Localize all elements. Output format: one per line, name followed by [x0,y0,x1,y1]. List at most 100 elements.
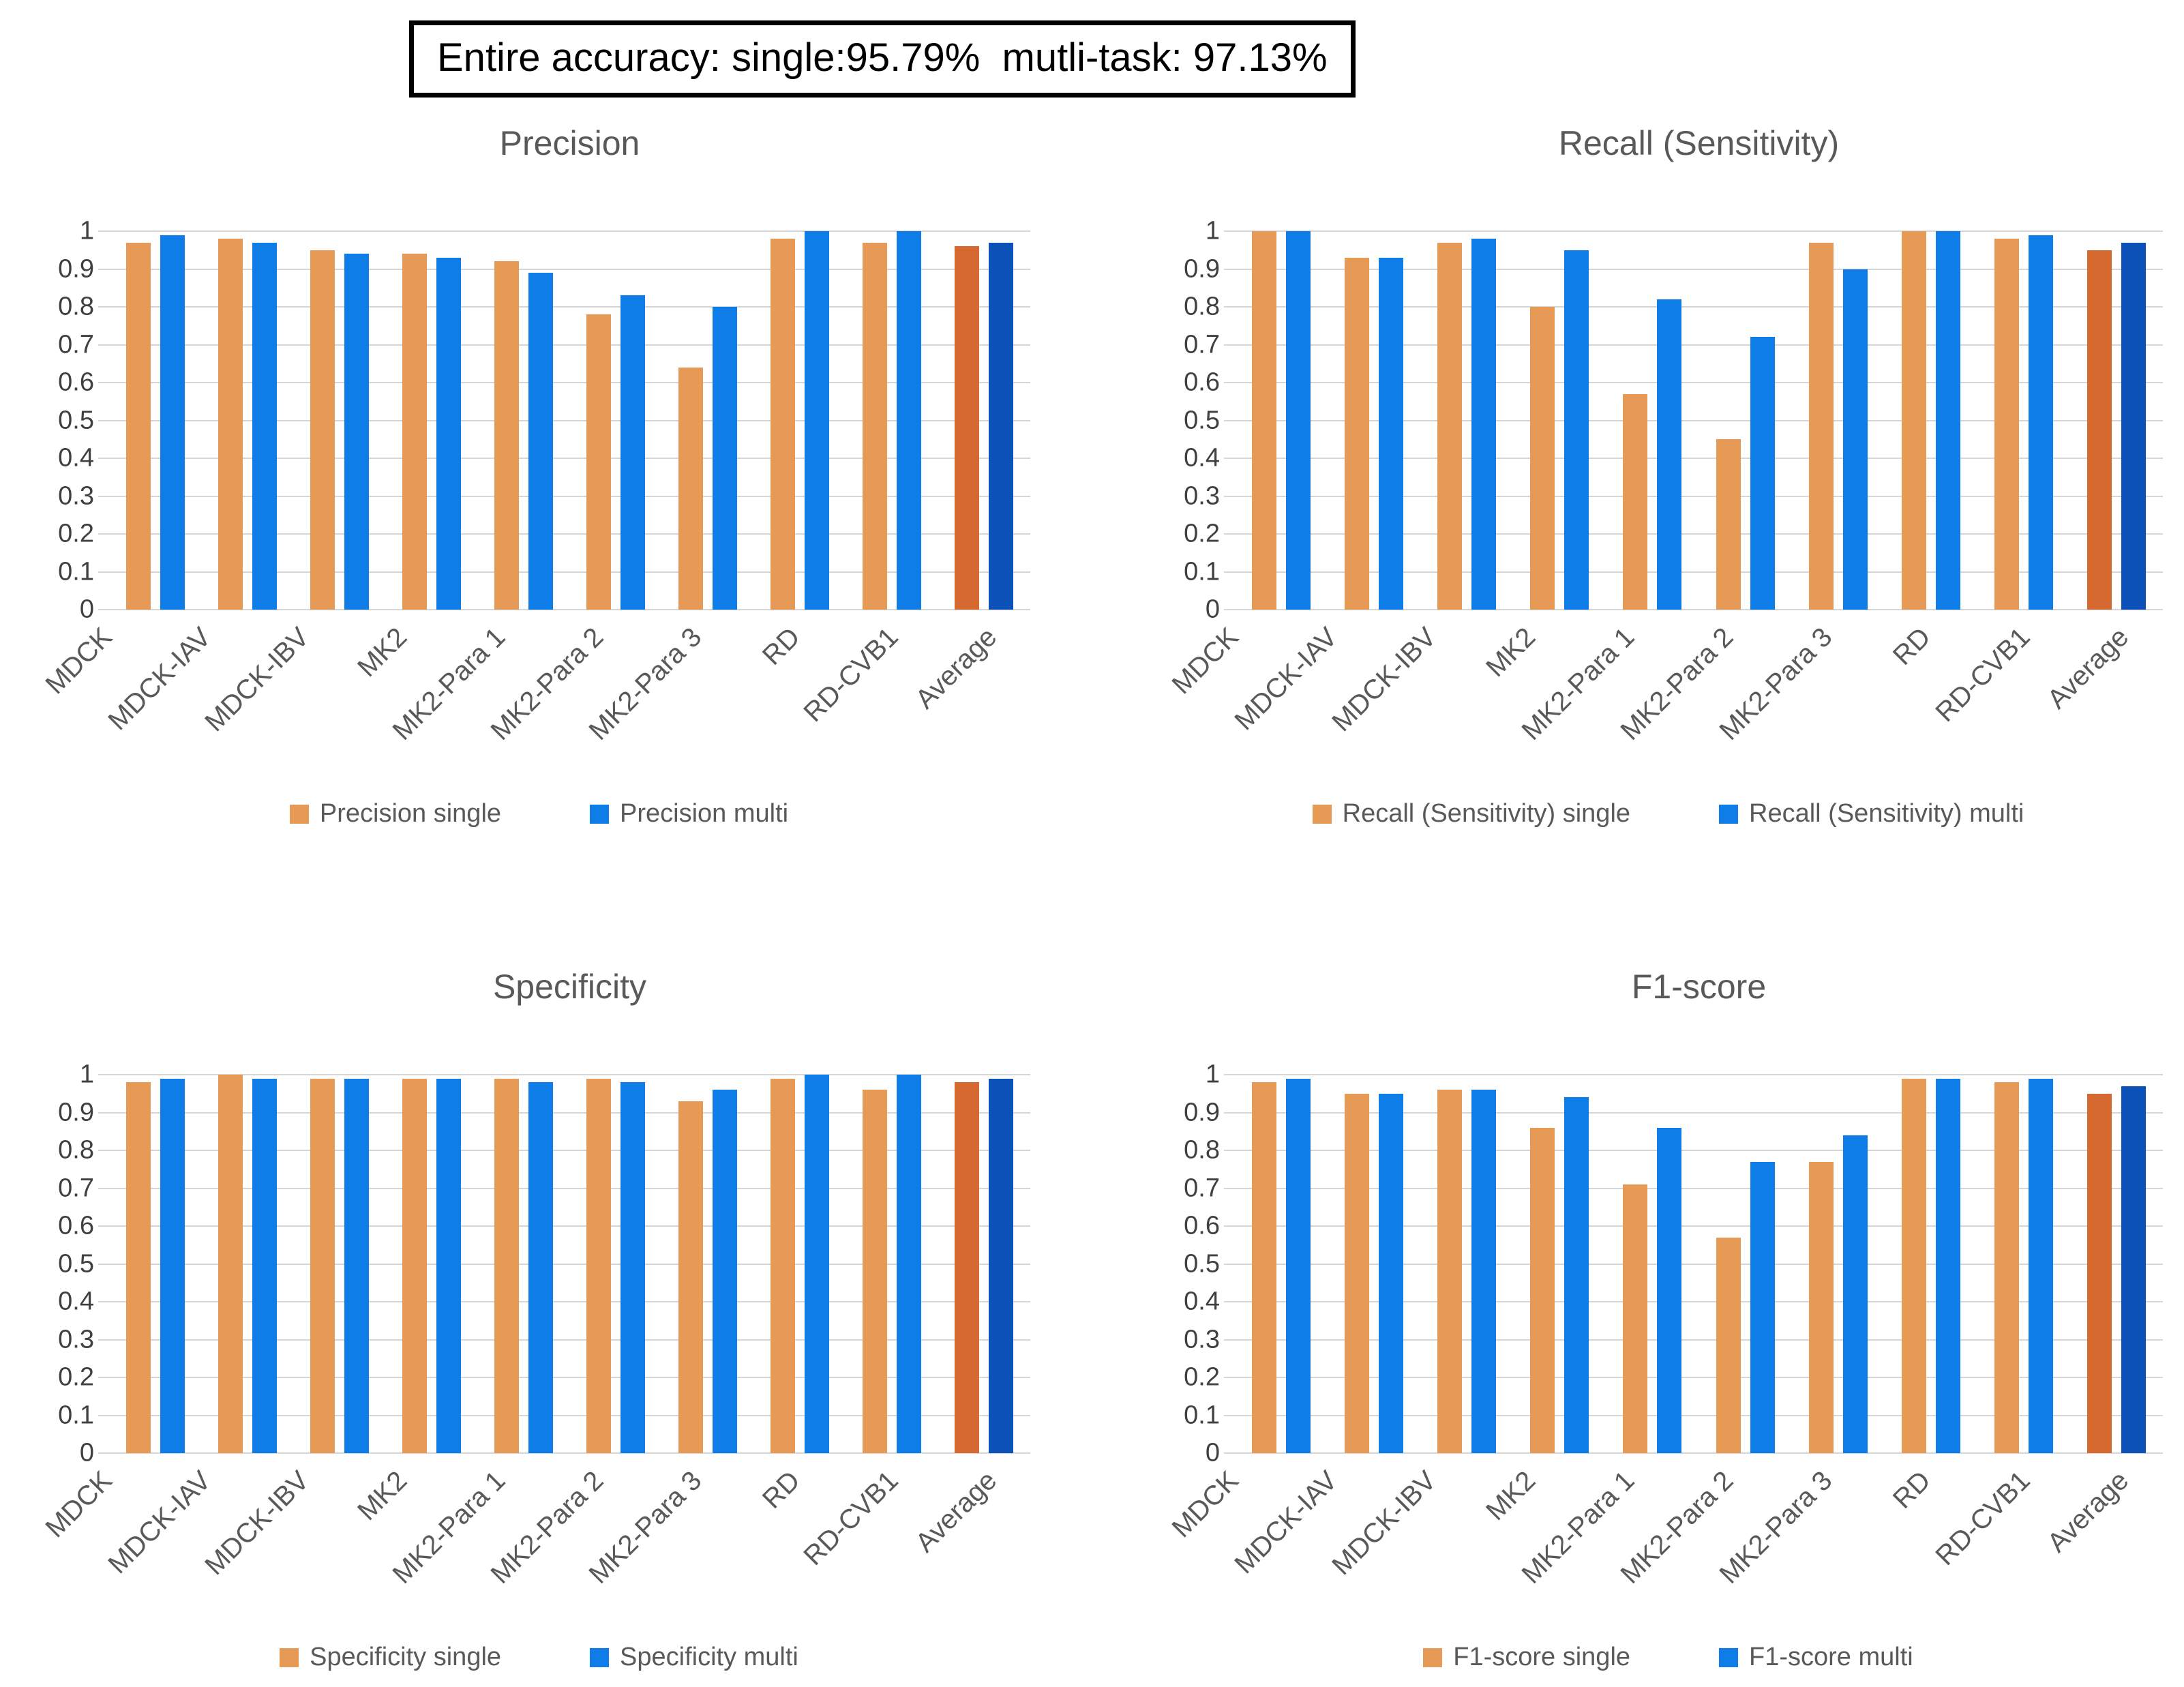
x-category-label-text: MDCK-IBV [198,622,315,738]
y-tick-label: 0.8 [58,292,94,321]
bar-multi [713,1090,738,1453]
bar-group-mk2-para-3 [662,1075,754,1453]
gridline [98,1225,1030,1227]
legend-label-multi: Precision multi [620,799,789,828]
bar-single [218,1075,243,1453]
y-tick-label: 0 [79,1438,94,1467]
bar-multi [2121,242,2146,610]
bar-multi [1286,1078,1311,1453]
x-axis: MDCK MDCK-IAV MDCK-IBV MK2 MK2-Para 1 MK2-Par… [40,1453,1030,1624]
y-tick-label: 0.1 [1184,1401,1220,1429]
legend-swatch-single [289,804,309,824]
bar-groups [109,1075,1030,1453]
gridline [98,533,1030,535]
y-tick-label: 0.6 [58,368,94,397]
y-tick-label: 0.7 [58,1174,94,1202]
legend-swatch-multi [1719,804,1739,824]
bar-single [310,250,335,610]
bar-multi [1471,1090,1497,1453]
x-category-label-text: MDCK [1166,622,1244,700]
y-tick-label: 0.4 [58,443,94,473]
chart-f1-score: F1-score 1 0.9 0.8 0.7 0.6 0.5 0.4 0.3 0.2 0.1 0 M… [1092,942,2183,1687]
y-tick-label: 0.3 [1184,481,1220,510]
bar-multi [1379,1093,1404,1453]
bar-group-mdck [109,231,201,610]
bar-multi [1842,269,1868,610]
bar-group-mdck-iav [1328,231,1420,610]
y-tick-label: 0.8 [58,1135,94,1165]
accuracy-banner-text: Entire accuracy: single:95.79% mutli-tas… [437,35,1328,80]
y-tick-label: 0.3 [58,481,94,510]
bar-group-average [938,1075,1030,1453]
bar-group-average [938,231,1030,610]
gridline [1224,609,2163,610]
bar-single [955,1082,980,1453]
gridline [1224,458,2163,459]
y-tick-label: 1 [79,1060,94,1089]
y-axis: 1 0.9 0.8 0.7 0.6 0.5 0.4 0.3 0.2 0.1 0 [1173,217,1235,624]
gridline [98,1452,1030,1454]
chart-title: F1-score [1631,968,1767,1006]
gridline [1224,382,2163,383]
bar-groups [1235,231,2163,610]
chart-precision: Precision 1 0.9 0.8 0.7 0.6 0.5 0.4 0.3 0.2 0.1 0 … [0,99,1092,942]
x-category-label-text: Average [2041,622,2135,715]
bar-multi [1471,239,1497,610]
bar-multi [620,295,646,610]
x-axis: MDCK MDCK-IAV MDCK-IBV MK2 MK2-Para 1 MK2-Par… [1166,610,2163,780]
x-axis: MDCK MDCK-IAV MDCK-IBV MK2 MK2-Para 1 MK2-Par… [1166,1453,2163,1624]
gridline [1224,419,2163,421]
bar-group-mk2-para-3 [1792,1075,1885,1453]
gridline [1224,1187,2163,1189]
y-tick-label: 0.2 [58,519,94,548]
bar-multi [1564,250,1589,610]
y-axis: 1 0.9 0.8 0.7 0.6 0.5 0.4 0.3 0.2 0.1 0 [48,217,109,624]
bar-multi [1657,299,1682,610]
plot-area [98,230,1030,610]
bar-single [1623,1184,1648,1453]
legend-item-multi: Specificity multi [590,1643,798,1672]
legend-swatch-single [1423,1647,1443,1667]
bar-multi [1750,337,1775,610]
y-tick-label: 1 [1205,216,1220,245]
y-tick-label: 0.9 [58,254,94,283]
bar-group-mdck-ibv [1420,231,1513,610]
x-category-label-text: RD-CVB1 [798,622,904,728]
gridline [98,1187,1030,1189]
bar-multi [897,231,922,610]
bar-multi [1286,231,1311,610]
bar-single [1716,1237,1741,1453]
bar-single [1252,231,1277,610]
bar-single [1345,257,1370,610]
bar-single [1994,1082,2019,1453]
bar-single [1994,239,2019,610]
y-tick-label: 0.8 [1184,292,1220,321]
bar-group-mk2-para-3 [1792,231,1885,610]
x-category-label-text: MDCK [40,1465,119,1544]
gridline [1224,571,2163,573]
bar-single [218,239,243,610]
gridline [1224,1414,2163,1416]
gridline [98,1301,1030,1302]
plot-area [1224,230,2163,610]
bar-single [1901,1078,1926,1453]
x-category-label-text: MDCK [1166,1465,1244,1544]
bar-group-mk2-para-2 [1699,1075,1791,1453]
bar-multi [252,242,277,610]
gridline [1224,344,2163,346]
gridline [98,268,1030,270]
legend-swatch-multi [1719,1647,1739,1667]
gridline [98,1339,1030,1341]
bar-multi [436,257,461,610]
plot-wrap: 1 0.9 0.8 0.7 0.6 0.5 0.4 0.3 0.2 0.1 0 [48,1060,1030,1467]
bar-single [678,1101,704,1453]
bar-group-mk2 [1513,1075,1606,1453]
bar-group-mdck-iav [1328,1075,1420,1453]
x-category-label-text: MDCK-IBV [198,1465,315,1581]
bar-multi [344,1078,369,1453]
bar-single [955,246,980,610]
x-category-label-text: MDCK-IBV [1326,1465,1442,1581]
legend: F1-score single F1-score multi [1173,1643,2163,1672]
y-tick-label: 0.5 [1184,406,1220,434]
bar-multi [989,1078,1014,1453]
